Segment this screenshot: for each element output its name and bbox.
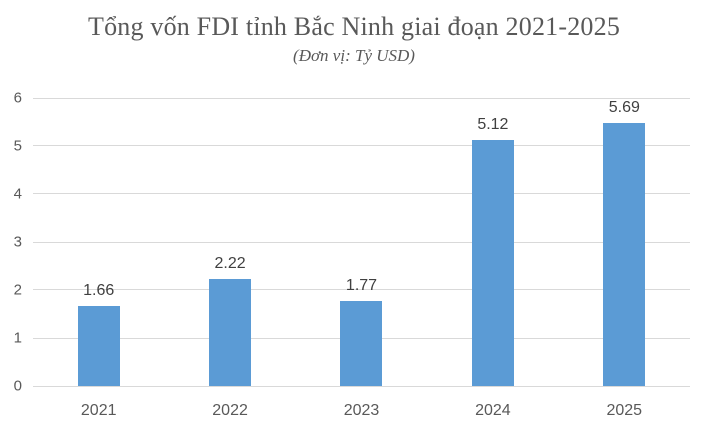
bar-column-2025: 5.69 2025 <box>559 98 690 419</box>
chart-title: Tổng vốn FDI tỉnh Bắc Ninh giai đoạn 202… <box>87 12 621 41</box>
gridline-y-0 <box>33 385 690 387</box>
x-tick-label-2023: 2023 <box>343 402 380 419</box>
y-tick-label-4: 4 <box>13 185 22 203</box>
gridline-y-3 <box>33 241 690 243</box>
gridline-y-2 <box>33 289 690 291</box>
x-tick-label-2025: 2025 <box>606 402 643 419</box>
bar-value-label-2024: 5.12 <box>477 116 509 134</box>
plot-area: 1.66 2021 2.22 2022 1.77 2023 5.12 2024 5.69 2025 <box>33 97 690 419</box>
bar-value-label-2022: 2.22 <box>214 255 246 273</box>
bar-2024 <box>471 140 514 386</box>
bar-value-label-2025: 5.69 <box>608 99 640 116</box>
bar-value-label-2023: 1.77 <box>345 277 378 295</box>
y-tick-label-5: 5 <box>13 137 22 155</box>
x-tick-label-2022: 2022 <box>212 402 248 419</box>
gridline-y-6 <box>33 97 690 99</box>
bar-column-2022: 2.22 2022 <box>164 98 295 419</box>
y-tick-label-6: 6 <box>13 89 22 107</box>
gridline-y-5 <box>33 145 690 147</box>
bar-column-2024: 5.12 2024 <box>427 98 558 419</box>
y-tick-label-3: 3 <box>13 233 22 251</box>
y-axis: 0 1 2 3 4 5 6 <box>0 90 26 395</box>
bar-2023 <box>340 301 383 386</box>
x-tick-label-2024: 2024 <box>475 402 511 419</box>
bar-column-2021: 1.66 2021 <box>33 98 164 419</box>
y-tick-label-0: 0 <box>13 377 22 395</box>
gridline-y-4 <box>33 193 690 195</box>
bar-column-2023: 1.77 2023 <box>296 98 427 419</box>
y-tick-label-2: 2 <box>13 281 22 299</box>
bar-2022 <box>209 279 252 386</box>
x-tick-label-2021: 2021 <box>80 402 117 419</box>
chart-subtitle: (Đơn vị: Tỷ USD) <box>293 46 415 65</box>
bar-2021 <box>77 306 120 386</box>
bar-2025 <box>603 123 646 386</box>
y-tick-label-1: 1 <box>13 329 22 347</box>
bar-value-label-2021: 1.66 <box>83 282 115 300</box>
